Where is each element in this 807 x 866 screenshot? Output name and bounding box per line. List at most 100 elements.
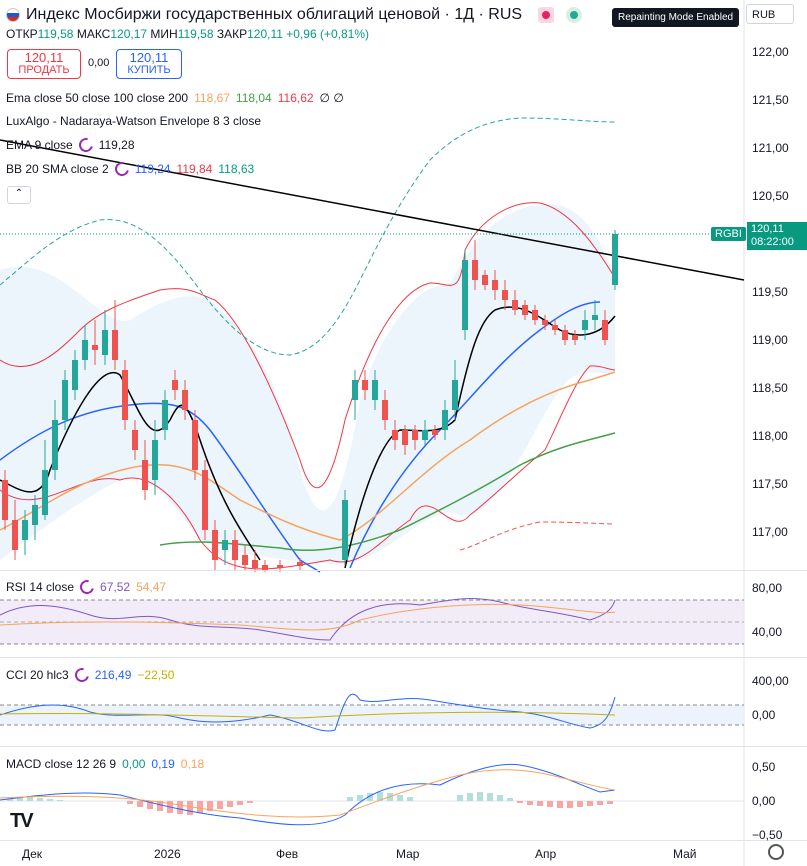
macd-histogram-bar [347, 797, 353, 801]
macd-histogram-bar [197, 801, 203, 813]
macd-tick: 0,00 [752, 794, 776, 808]
candle-body [212, 530, 218, 560]
candle-body [152, 440, 158, 480]
price-tick: 119,50 [752, 285, 788, 299]
macd-histogram-bar [517, 801, 523, 803]
price-tick: 119,00 [752, 333, 788, 347]
macd-histogram-bar [227, 801, 233, 807]
candle-body [242, 555, 248, 565]
candle-body [82, 340, 88, 360]
candle-body [2, 480, 8, 520]
macd-histogram-bar [177, 801, 183, 814]
price-tick: 121,50 [752, 93, 789, 107]
candle-body [552, 325, 558, 330]
russia-flag-icon [6, 8, 20, 22]
macd-histogram-bar [397, 795, 403, 801]
macd-histogram-bar [247, 801, 253, 803]
candle-body [452, 380, 458, 410]
time-tick: Май [673, 847, 697, 861]
candle-body [572, 335, 578, 340]
candle-body [412, 430, 418, 440]
cycle-icon [112, 159, 132, 179]
time-tick: Мар [396, 847, 420, 861]
candle-body [22, 520, 28, 540]
macd-histogram-bar [47, 799, 53, 801]
legend-rsi[interactable]: RSI 14 close 67,52 54,47 [6, 577, 166, 597]
bollinger-fill [0, 204, 615, 565]
cycle-icon [72, 665, 92, 685]
candle-body [492, 280, 498, 290]
candle-body [372, 380, 378, 400]
settings-gear-icon[interactable] [768, 844, 784, 860]
last-price-tag: 120,11 08:22:00 [747, 222, 807, 250]
candle-body [297, 562, 303, 566]
currency-select[interactable]: RUB [746, 4, 794, 24]
candle-body [102, 330, 108, 355]
candle-body [612, 234, 618, 285]
legend-ema[interactable]: Ema close 50 close 100 close 200 118,67 … [6, 91, 344, 105]
macd-histogram-bar [497, 795, 503, 801]
collapse-legend-button[interactable]: ⌃ [7, 186, 31, 204]
candle-body [232, 540, 238, 560]
repaint-badge: Repainting Mode Enabled [612, 8, 740, 27]
macd-histogram-bar [367, 793, 373, 801]
macd-histogram-bar [457, 795, 463, 801]
macd-histogram-bar [217, 801, 223, 809]
tradingview-logo[interactable]: TV [10, 810, 34, 832]
price-tick: 118,00 [752, 429, 788, 443]
candle-body [262, 565, 268, 570]
macd-histogram-bar [207, 801, 213, 811]
legend-cci[interactable]: CCI 20 hlc3 216,49 −22,50 [6, 665, 174, 685]
candle-body [352, 380, 358, 400]
bb-basis [0, 301, 601, 573]
candle-body [362, 380, 368, 390]
macd-histogram-bar [587, 801, 593, 806]
macd-histogram-bar [17, 798, 23, 801]
candle-body [202, 470, 208, 530]
symbol-tag: RGBI [711, 227, 746, 241]
macd-histogram-bar [147, 801, 153, 809]
ema100-line [159, 432, 616, 551]
chart-title[interactable]: Индекс Мосбиржи государственных облигаци… [26, 6, 523, 23]
macd-histogram-bar [467, 793, 473, 801]
legend-luxalgo[interactable]: LuxAlgo - Nadaraya-Watson Envelope 8 3 c… [6, 114, 262, 128]
macd-tick: 0,50 [752, 760, 776, 774]
candle-body [252, 560, 258, 568]
macd-histogram-bar [357, 795, 363, 801]
macd-histogram-bar [157, 801, 163, 811]
candle-body [382, 400, 388, 420]
ema50-line [0, 371, 616, 541]
candle-body [182, 390, 188, 410]
sell-button[interactable]: 120,11 ПРОДАТЬ [7, 49, 81, 79]
candle-body [582, 320, 588, 330]
candle-body [392, 430, 398, 440]
candle-body [162, 400, 168, 430]
time-tick: Дек [22, 847, 43, 861]
candle-body [222, 540, 228, 550]
legend-macd[interactable]: MACD close 12 26 9 0,00 0,19 0,18 [6, 757, 205, 771]
legend-bb[interactable]: BB 20 SMA close 2 119,24 119,84 118,63 [6, 159, 254, 179]
macd-histogram-bar [507, 798, 513, 801]
cci-ma-line [0, 711, 616, 719]
macd-histogram-bar [127, 801, 133, 804]
buy-button[interactable]: 120,11 КУПИТЬ [116, 49, 182, 79]
envelope-upper [0, 117, 616, 356]
macd-histogram-bar [577, 801, 583, 807]
candle-body [522, 305, 528, 315]
symbol-header: Индекс Мосбиржи государственных облигаци… [6, 6, 583, 24]
legend-ema9[interactable]: EMA 9 close 119,28 [6, 135, 135, 155]
market-status-icon[interactable] [566, 7, 583, 23]
alert-tag-icon[interactable] [538, 7, 555, 23]
macd-histogram-bar [487, 793, 493, 801]
time-tick: Апр [535, 847, 557, 861]
candle-body [72, 360, 78, 390]
price-tick: 118,50 [752, 381, 788, 395]
candle-body [562, 330, 568, 340]
price-tick: 117,00 [752, 525, 788, 539]
macd-histogram-bar [377, 792, 383, 801]
candle-body [592, 315, 598, 320]
rsi-ma-line [0, 603, 616, 631]
candle-body [422, 430, 428, 440]
rsi-line [0, 598, 616, 641]
